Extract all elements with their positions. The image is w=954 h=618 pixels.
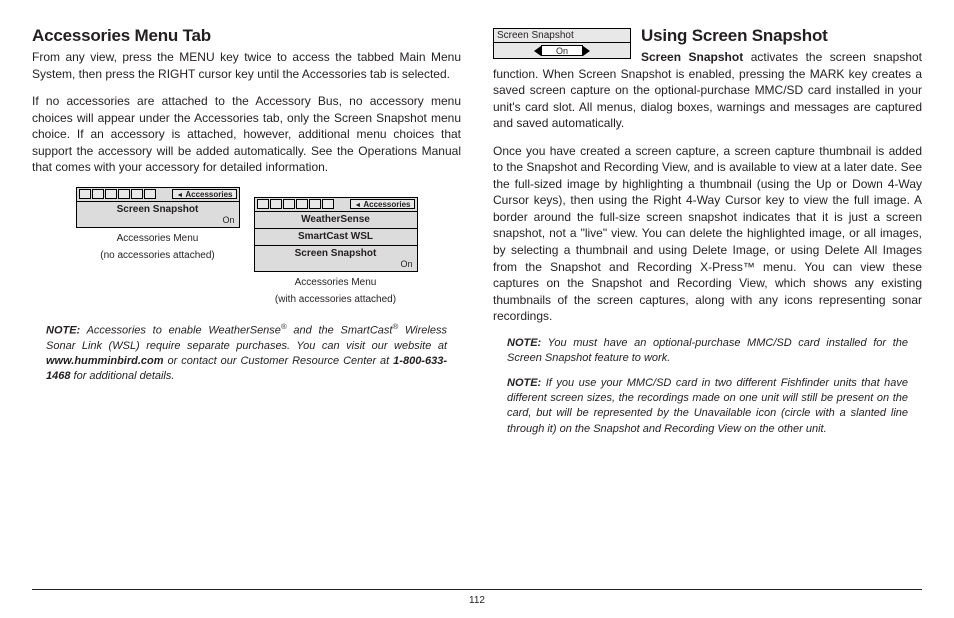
left-para-2: If no accessories are attached to the Ac… xyxy=(32,93,461,176)
footer-rule xyxy=(32,589,922,590)
left-para-1: From any view, press the MENU key twice … xyxy=(32,49,461,82)
right-para-1: Screen Snapshot activates the screen sna… xyxy=(493,49,922,132)
menu-item-value: On xyxy=(81,215,235,225)
left-column: Accessories Menu Tab From any view, pres… xyxy=(32,26,465,561)
figure-a-caption-2: (no accessories attached) xyxy=(76,249,240,262)
note-text: and the SmartCast xyxy=(287,324,393,336)
figure-b-caption-2: (with accessories attached) xyxy=(254,293,418,306)
note-text: You must have an optional-purchase MMC/S… xyxy=(507,337,908,364)
inline-menu-box: Screen Snapshot On xyxy=(493,28,631,59)
menu-box-b: Accessories WeatherSense SmartCast WSL S… xyxy=(254,197,418,272)
menu-row: SmartCast WSL xyxy=(255,229,417,246)
note-url: www.humminbird.com xyxy=(46,355,164,367)
menu-row: Screen Snapshot On xyxy=(77,202,239,227)
tab-icon xyxy=(118,189,130,199)
right-arrow-icon xyxy=(583,46,590,56)
tab-icon xyxy=(92,189,104,199)
note-text: If you use your MMC/SD card in two diffe… xyxy=(507,377,908,435)
tab-icon xyxy=(144,189,156,199)
figure-b: Accessories WeatherSense SmartCast WSL S… xyxy=(254,197,418,306)
tab-icon xyxy=(131,189,143,199)
note-text: or contact our Customer Resource Center … xyxy=(164,355,394,367)
menu-item-label: Screen Snapshot xyxy=(81,204,235,215)
menu-row: Screen Snapshot On xyxy=(255,246,417,271)
menu-row: WeatherSense xyxy=(255,212,417,229)
tab-row-a: Accessories xyxy=(77,188,239,202)
tab-row-b: Accessories xyxy=(255,198,417,212)
tab-icon xyxy=(296,199,308,209)
tab-icon xyxy=(105,189,117,199)
left-heading: Accessories Menu Tab xyxy=(32,26,461,46)
figure-b-caption-1: Accessories Menu xyxy=(254,276,418,289)
menu-item-label: WeatherSense xyxy=(259,214,413,225)
tab-label: Accessories xyxy=(172,189,236,199)
tab-icon xyxy=(257,199,269,209)
tab-icon xyxy=(309,199,321,209)
note-text: for additional details. xyxy=(70,370,174,382)
tab-icon xyxy=(79,189,91,199)
inline-box-control: On xyxy=(494,43,630,58)
note-label: NOTE: xyxy=(46,324,80,336)
note-label: NOTE: xyxy=(507,377,541,389)
tab-icon xyxy=(322,199,334,209)
page-number: 112 xyxy=(0,595,954,606)
right-note-2: NOTE: If you use your MMC/SD card in two… xyxy=(507,376,908,437)
page-content: Accessories Menu Tab From any view, pres… xyxy=(32,26,922,561)
right-heading: Using Screen Snapshot xyxy=(641,26,922,46)
note-text: Accessories to enable WeatherSense xyxy=(80,324,281,336)
right-para-2: Once you have created a screen capture, … xyxy=(493,143,922,325)
tab-icon xyxy=(270,199,282,209)
left-note: NOTE: Accessories to enable WeatherSense… xyxy=(46,322,447,384)
menu-item-value: On xyxy=(259,259,413,269)
figure-row: Accessories Screen Snapshot On Accessori… xyxy=(32,187,461,306)
lead-text: Screen Snapshot xyxy=(641,50,743,64)
menu-item-label: Screen Snapshot xyxy=(259,248,413,259)
left-arrow-icon xyxy=(534,46,541,56)
menu-item-label: SmartCast WSL xyxy=(259,231,413,242)
right-column: Screen Snapshot On Using Screen Snapshot… xyxy=(489,26,922,561)
inline-box-value: On xyxy=(541,45,583,56)
figure-a-caption-1: Accessories Menu xyxy=(76,232,240,245)
inline-box-title: Screen Snapshot xyxy=(494,29,630,43)
note-label: NOTE: xyxy=(507,337,541,349)
right-note-1: NOTE: You must have an optional-purchase… xyxy=(507,336,908,366)
tab-label: Accessories xyxy=(350,199,414,209)
figure-a: Accessories Screen Snapshot On Accessori… xyxy=(76,187,240,306)
menu-box-a: Accessories Screen Snapshot On xyxy=(76,187,240,228)
tab-icon xyxy=(283,199,295,209)
